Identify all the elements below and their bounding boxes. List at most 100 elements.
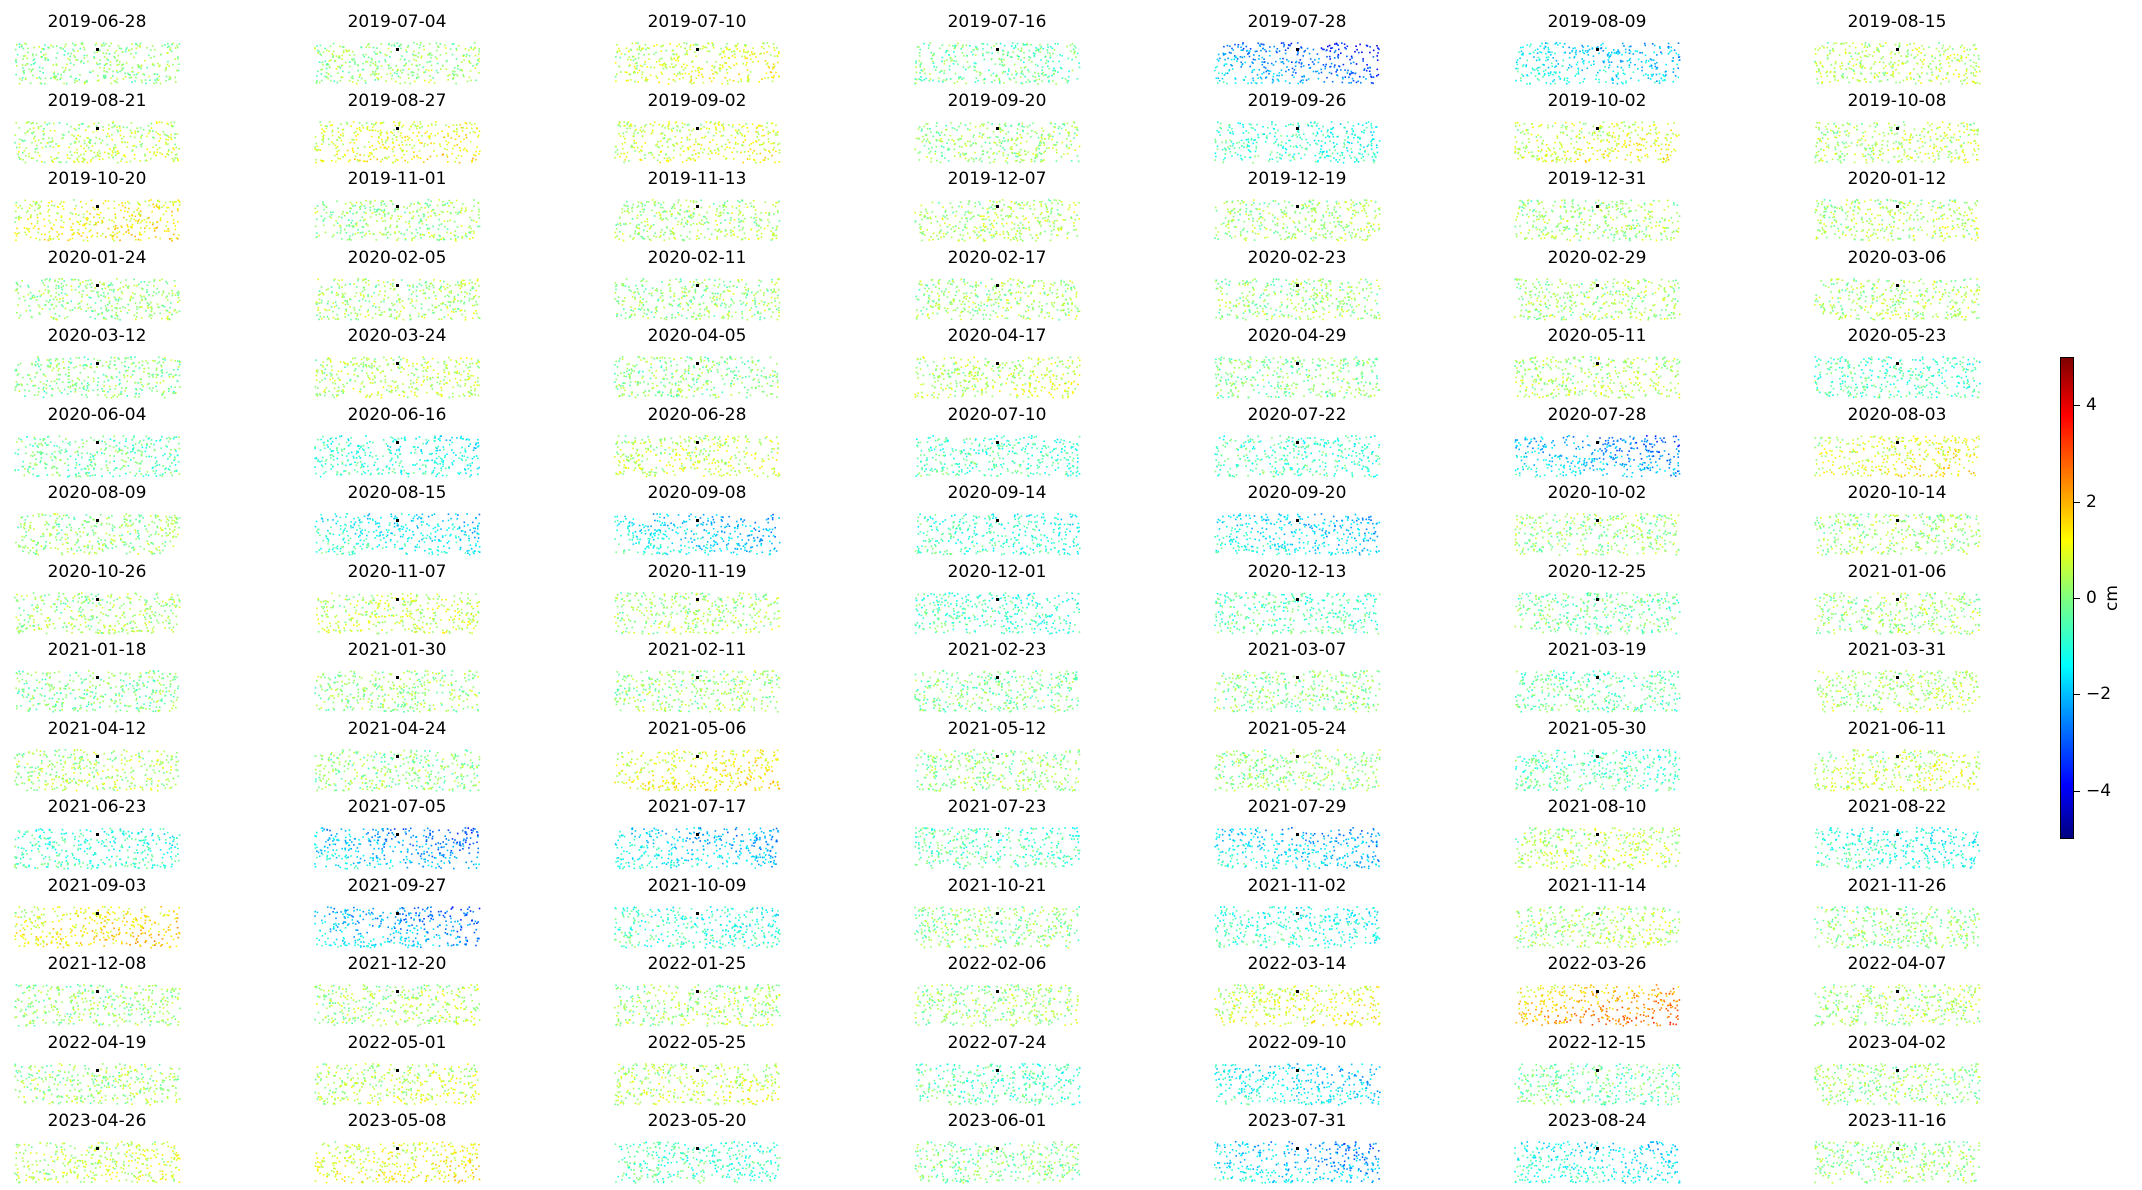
data-point: [627, 58, 629, 61]
data-point: [730, 134, 733, 136]
data-point: [32, 121, 34, 124]
data-point: [1345, 131, 1348, 134]
data-point: [399, 58, 402, 61]
data-point: [1844, 48, 1847, 51]
data-point: [1035, 149, 1038, 151]
data-point: [1860, 72, 1862, 75]
data-point: [1559, 131, 1562, 133]
data-point: [379, 122, 382, 124]
data-point: [372, 46, 375, 49]
data-point: [1367, 153, 1370, 155]
data-point: [941, 151, 943, 154]
data-point: [1214, 151, 1217, 154]
data-point: [1521, 130, 1524, 132]
data-point: [1819, 47, 1821, 49]
data-point: [772, 68, 774, 70]
data-point: [1273, 45, 1275, 48]
data-point: [639, 64, 642, 67]
data-point: [388, 67, 390, 70]
data-point: [428, 136, 431, 138]
data-point: [648, 58, 650, 60]
data-point: [770, 142, 772, 144]
data-point: [339, 157, 341, 160]
data-point: [321, 79, 323, 82]
data-point: [53, 157, 56, 160]
data-point: [1038, 143, 1041, 146]
data-point: [624, 124, 626, 126]
data-point: [662, 63, 665, 65]
data-point: [733, 53, 736, 55]
data-point: [1063, 123, 1066, 126]
data-point: [1608, 61, 1610, 63]
data-point: [1016, 159, 1018, 161]
data-point: [982, 132, 985, 135]
data-point: [662, 44, 664, 47]
data-point: [993, 141, 995, 143]
data-point: [706, 127, 708, 129]
data-point: [357, 79, 359, 82]
data-point: [1817, 82, 1819, 85]
data-point: [964, 123, 967, 126]
data-point: [1931, 54, 1933, 57]
data-point: [618, 120, 621, 123]
data-point: [1069, 140, 1072, 142]
data-point: [1041, 133, 1043, 135]
data-point: [1582, 51, 1584, 54]
data-point: [419, 122, 422, 125]
data-point: [1664, 71, 1667, 73]
data-point: [1942, 44, 1945, 47]
data-point: [644, 157, 646, 159]
data-point: [1963, 50, 1966, 53]
data-point: [375, 73, 378, 75]
data-point: [1285, 70, 1287, 73]
data-point: [986, 127, 988, 129]
data-point: [1950, 155, 1953, 158]
data-point: [1935, 66, 1937, 68]
data-point: [94, 44, 97, 46]
data-point: [1324, 136, 1327, 138]
data-point: [1573, 124, 1575, 126]
data-point: [167, 52, 169, 54]
data-point: [1823, 133, 1825, 135]
data-point: [1249, 156, 1252, 158]
data-point: [940, 70, 943, 72]
data-point: [1041, 66, 1044, 68]
data-point: [341, 46, 344, 48]
data-point: [760, 52, 762, 55]
data-point: [1284, 52, 1287, 55]
data-point: [1562, 150, 1565, 152]
data-point: [40, 56, 42, 58]
data-point: [446, 155, 449, 158]
data-point: [1647, 155, 1649, 158]
data-point: [998, 77, 1000, 80]
data-point: [1649, 128, 1652, 131]
panel-title: 2019-09-20: [914, 91, 1080, 111]
data-point: [1054, 42, 1057, 45]
data-point: [452, 70, 454, 72]
data-point: [1819, 137, 1821, 140]
data-point: [743, 150, 746, 153]
data-point: [1639, 136, 1641, 139]
data-point: [768, 45, 770, 48]
data-point: [46, 123, 48, 125]
data-point: [929, 78, 932, 80]
data-point: [731, 55, 734, 57]
data-point: [1816, 78, 1818, 80]
data-point: [1024, 153, 1027, 155]
data-point: [759, 152, 762, 154]
data-point: [1585, 160, 1587, 163]
data-point: [1036, 153, 1039, 156]
data-point: [1221, 148, 1224, 150]
data-point: [142, 128, 145, 130]
data-point: [398, 143, 400, 146]
data-point: [1033, 55, 1036, 58]
data-point: [738, 123, 741, 125]
data-point: [665, 153, 667, 155]
data-point: [1863, 46, 1866, 48]
data-point: [1326, 76, 1328, 79]
data-point: [775, 47, 778, 49]
data-point: [38, 76, 41, 79]
data-point: [1517, 157, 1519, 159]
data-point: [1654, 65, 1657, 68]
data-point: [1566, 150, 1569, 152]
